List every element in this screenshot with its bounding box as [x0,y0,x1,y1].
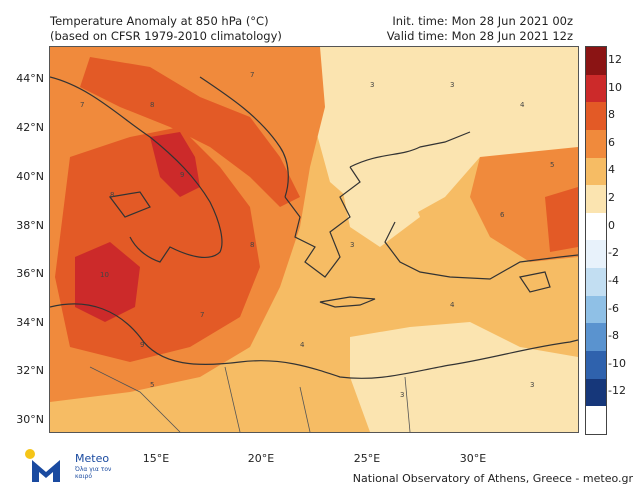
init-time: Init. time: Mon 28 Jun 2021 00z [392,14,573,28]
lon-tick-label: 25°E [353,452,381,465]
grid-value: 9 [180,171,184,179]
lon-tick-label: 30°E [459,452,487,465]
coastline-cyprus [519,271,551,293]
lat-tick-label: 32°N [16,364,44,377]
country-borders [89,366,411,432]
coastline-crete [319,296,376,308]
credit-text: National Observatory of Athens, Greece -… [352,472,633,485]
colorbar-label: -4 [608,274,619,287]
title-line-1: Temperature Anomaly at 850 hPa (°C) [50,14,269,28]
grid-value: 3 [350,241,354,249]
colorbar-segment [586,102,606,130]
colorbar-label: 2 [608,191,615,204]
grid-value: 4 [300,341,305,349]
colorbar-label: 4 [608,163,615,176]
anomaly-zone-10-12-italy [150,132,200,197]
logo-name: Meteo [75,452,110,465]
coastline-italy [50,76,223,263]
anomaly-zone-8-10-turkey [545,187,578,252]
grid-value: 9 [140,341,144,349]
colorbar-segment [586,350,606,379]
colorbar-label: -8 [608,329,619,342]
grid-value: 5 [150,381,154,389]
coastline-greece [284,166,361,278]
colorbar-label: -6 [608,302,619,315]
lat-tick-label: 34°N [16,316,44,329]
grid-value: 3 [400,391,404,399]
coastline-sardinia [108,191,151,218]
colorbar-segment [586,157,606,186]
coastline-thrace [349,131,471,168]
colorbar-label: 8 [608,108,615,121]
valid-time: Valid time: Mon 28 Jun 2021 12z [386,29,573,43]
grid-value: 4 [520,101,525,109]
grid-value: 7 [250,71,254,79]
grid-value: 4 [450,301,455,309]
lat-tick-label: 40°N [16,170,44,183]
coastline-anatolia-south [384,221,578,280]
title-line-2: (based on CFSR 1979-2010 climatology) [50,29,282,43]
anomaly-zone-light-se [350,322,578,432]
logo-subtitle: Όλα για τον καιρό [75,466,112,480]
lat-tick-label: 44°N [16,72,44,85]
chart-title: Temperature Anomaly at 850 hPa (°C) (bas… [50,14,282,44]
lon-tick-label: 20°E [247,452,275,465]
colorbar-label: -12 [608,384,626,397]
lat-tick-label: 36°N [16,267,44,280]
colorbar-label: 0 [608,219,615,232]
time-info: Init. time: Mon 28 Jun 2021 00z Valid ti… [387,14,573,44]
colorbar-segment [586,268,606,296]
colorbar-segment [586,47,606,75]
grid-value: 5 [550,161,554,169]
grid-values: 7 8 7 3 3 4 8 9 8 10 3 6 4 7 4 5 3 3 5 9 [80,71,554,399]
colorbar-label: 12 [608,53,622,66]
colorbar-segment [586,295,606,324]
colorbar-label: 6 [608,136,615,149]
coastline-north-africa [50,303,578,379]
anomaly-map-svg: 7 8 7 3 3 4 8 9 8 10 3 6 4 7 4 5 3 3 5 9 [50,47,578,432]
grid-value: 7 [200,311,204,319]
grid-value: 3 [530,381,534,389]
colorbar-segment [586,185,606,213]
colorbar-segment [586,240,606,268]
colorbar-segment [586,212,606,241]
grid-value: 10 [100,271,109,279]
colorbar-segment [586,129,606,158]
grid-value: 3 [450,81,454,89]
grid-value: 8 [110,191,114,199]
grid-value: 8 [250,241,254,249]
lon-tick-label: 15°E [142,452,170,465]
grid-value: 3 [370,81,374,89]
colorbar-label: -2 [608,246,619,259]
colorbar-segment [586,74,606,103]
lat-tick-label: 38°N [16,219,44,232]
anomaly-zone-8-10-italy [80,57,300,207]
anomaly-map[interactable]: 7 8 7 3 3 4 8 9 8 10 3 6 4 7 4 5 3 3 5 9 [49,46,579,433]
grid-value: 8 [150,101,154,109]
colorbar-label: -10 [608,357,626,370]
lat-tick-label: 30°N [16,413,44,426]
colorbar-segment [586,323,606,351]
coastline-balkans [199,76,289,198]
colorbar [585,46,607,435]
colorbar-segment [586,378,606,407]
meteo-logo-icon [25,449,60,482]
anomaly-zone-10-12-africa [75,242,140,322]
grid-value: 7 [80,101,84,109]
anomaly-zone-light-aegean [340,167,420,247]
grid-value: 6 [500,211,505,219]
lat-tick-label: 42°N [16,121,44,134]
colorbar-label: 10 [608,81,622,94]
